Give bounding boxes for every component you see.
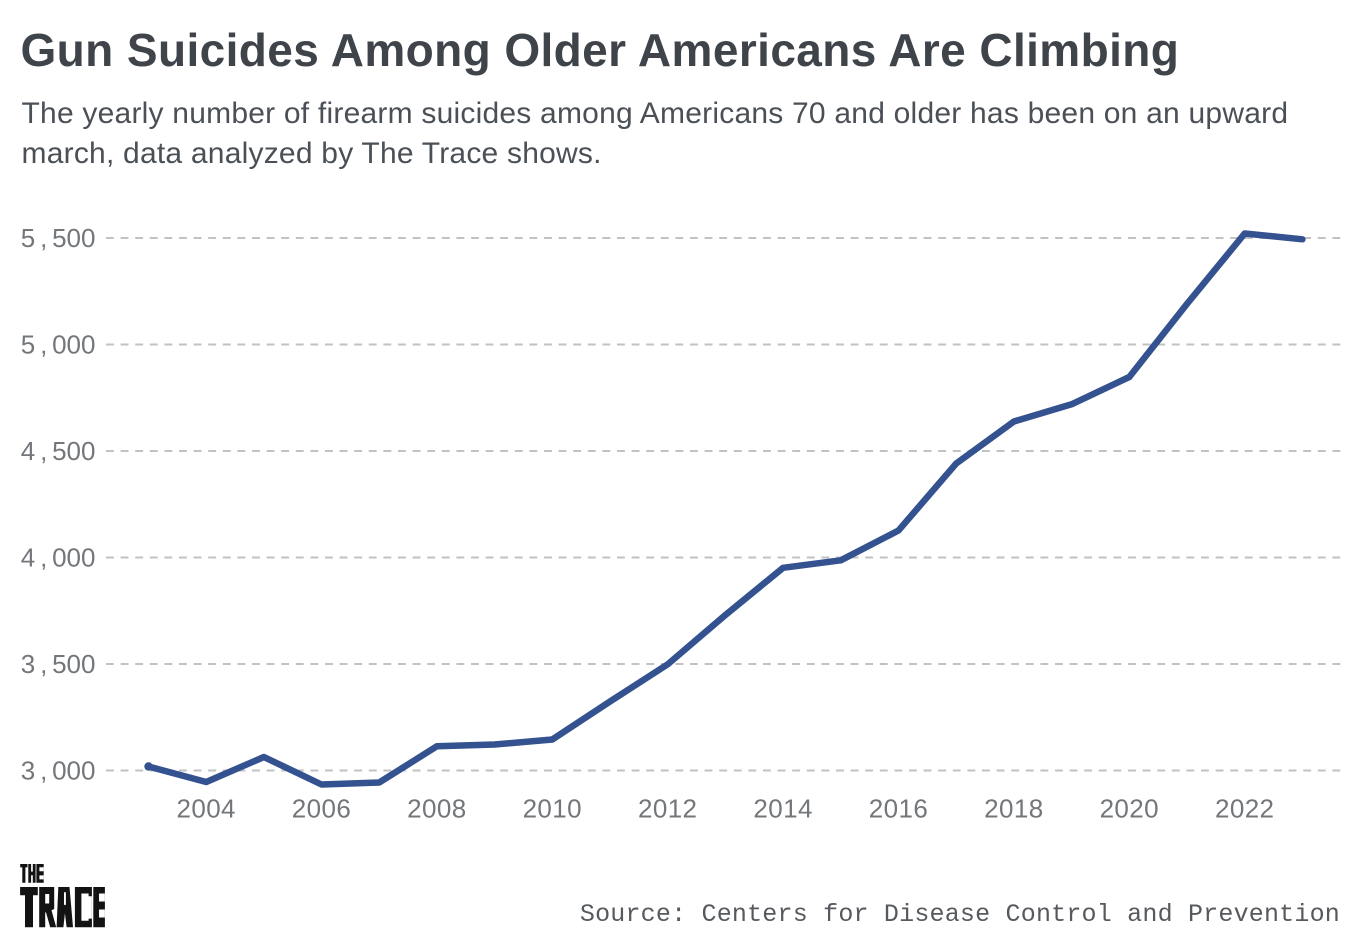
svg-text:2016: 2016: [869, 794, 928, 824]
svg-text:2004: 2004: [176, 794, 235, 824]
svg-text:2018: 2018: [984, 794, 1043, 824]
svg-text:2014: 2014: [753, 794, 812, 824]
svg-text:2022: 2022: [1215, 794, 1274, 824]
svg-text:4,500: 4, 500: [21, 436, 96, 466]
svg-text:3,500: 3, 500: [21, 649, 96, 679]
svg-text:2008: 2008: [407, 794, 466, 824]
svg-text:2020: 2020: [1100, 794, 1159, 824]
svg-text:5,500: 5, 500: [21, 223, 96, 253]
svg-text:2006: 2006: [292, 794, 351, 824]
svg-text:4,000: 4, 000: [21, 543, 96, 573]
svg-text:3,000: 3, 000: [21, 756, 96, 786]
svg-text:2010: 2010: [523, 794, 582, 824]
svg-text:2012: 2012: [638, 794, 697, 824]
svg-text:5,000: 5, 000: [21, 330, 96, 360]
